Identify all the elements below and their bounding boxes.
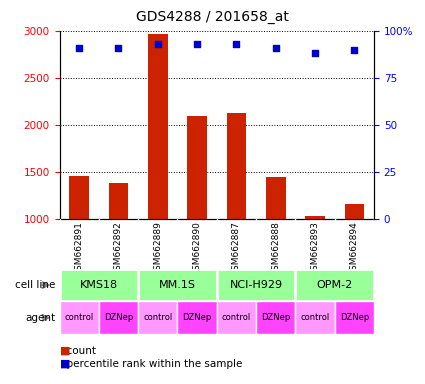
Text: ■: ■ xyxy=(60,359,70,369)
Bar xyxy=(60,269,138,301)
Bar xyxy=(295,301,335,334)
Bar xyxy=(217,301,256,334)
Text: DZNep: DZNep xyxy=(340,313,369,322)
Text: ■: ■ xyxy=(60,346,70,356)
Text: MM.1S: MM.1S xyxy=(159,280,196,290)
Bar xyxy=(266,177,286,219)
Bar xyxy=(187,116,207,219)
Point xyxy=(76,45,82,51)
Text: count: count xyxy=(60,346,96,356)
Text: control: control xyxy=(65,313,94,322)
Text: NCI-H929: NCI-H929 xyxy=(230,280,283,290)
Bar xyxy=(69,175,89,219)
Bar xyxy=(109,183,128,219)
Text: GSM662888: GSM662888 xyxy=(271,221,280,276)
Bar xyxy=(138,269,217,301)
Text: agent: agent xyxy=(25,313,55,323)
Text: OPM-2: OPM-2 xyxy=(317,280,353,290)
Bar xyxy=(227,113,246,219)
Point xyxy=(272,45,279,51)
Bar xyxy=(345,204,364,219)
Text: percentile rank within the sample: percentile rank within the sample xyxy=(60,359,242,369)
Text: control: control xyxy=(222,313,251,322)
Bar xyxy=(99,301,138,334)
Point xyxy=(154,41,161,47)
Point xyxy=(233,41,240,47)
Bar xyxy=(335,301,374,334)
Text: DZNep: DZNep xyxy=(182,313,212,322)
Text: GSM662894: GSM662894 xyxy=(350,221,359,276)
Bar xyxy=(148,33,167,219)
Bar xyxy=(256,301,295,334)
Text: control: control xyxy=(300,313,330,322)
Bar xyxy=(217,269,295,301)
Text: GSM662890: GSM662890 xyxy=(193,221,201,276)
Bar xyxy=(295,269,374,301)
Bar xyxy=(60,301,99,334)
Text: GSM662893: GSM662893 xyxy=(311,221,320,276)
Text: DZNep: DZNep xyxy=(104,313,133,322)
Bar xyxy=(305,216,325,219)
Text: cell line: cell line xyxy=(15,280,55,290)
Text: control: control xyxy=(143,313,173,322)
Text: GSM662889: GSM662889 xyxy=(153,221,162,276)
Text: GDS4288 / 201658_at: GDS4288 / 201658_at xyxy=(136,10,289,23)
Text: GSM662891: GSM662891 xyxy=(75,221,84,276)
Point xyxy=(351,46,358,53)
Text: KMS18: KMS18 xyxy=(80,280,118,290)
Bar xyxy=(178,301,217,334)
Point xyxy=(194,41,201,47)
Bar xyxy=(138,301,178,334)
Text: DZNep: DZNep xyxy=(261,313,290,322)
Text: GSM662887: GSM662887 xyxy=(232,221,241,276)
Point xyxy=(312,50,318,56)
Point xyxy=(115,45,122,51)
Text: GSM662892: GSM662892 xyxy=(114,221,123,276)
